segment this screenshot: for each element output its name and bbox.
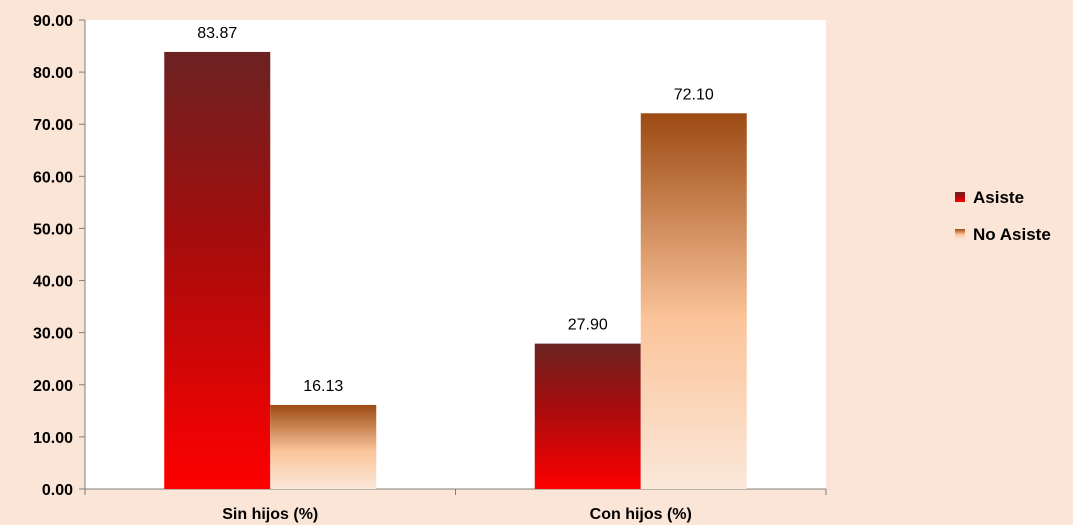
category-label: Con hijos (%) — [590, 506, 692, 523]
bar — [640, 113, 747, 489]
legend-swatch — [955, 229, 965, 239]
y-tick-label: 70.00 — [33, 117, 73, 134]
category-label: Sin hijos (%) — [222, 506, 318, 523]
y-tick-label: 20.00 — [33, 378, 73, 395]
legend-label: Asiste — [973, 188, 1024, 207]
bar — [270, 404, 377, 489]
bar — [164, 51, 271, 489]
y-tick-label: 10.00 — [33, 430, 73, 447]
legend-swatch — [955, 192, 965, 202]
y-tick-label: 30.00 — [33, 326, 73, 343]
y-tick-label: 40.00 — [33, 274, 73, 291]
y-tick-label: 50.00 — [33, 221, 73, 238]
y-axis: 0.00 10.00 20.00 30.00 40.00 50.00 60.00 70.00 8… — [33, 13, 86, 499]
bars: 83.87 16.13 27.90 72.10 — [164, 25, 747, 489]
y-tick-label: 80.00 — [33, 65, 73, 82]
data-label: 27.90 — [568, 317, 608, 334]
legend-label: No Asiste — [973, 225, 1051, 244]
legend: Asiste No Asiste — [955, 188, 1051, 244]
data-label: 16.13 — [303, 378, 343, 395]
data-label: 83.87 — [197, 25, 237, 42]
y-tick-label: 0.00 — [42, 482, 73, 499]
y-tick-label: 90.00 — [33, 13, 73, 30]
data-label: 72.10 — [674, 86, 714, 103]
y-tick-label: 60.00 — [33, 169, 73, 186]
x-axis: Sin hijos (%) Con hijos (%) — [84, 488, 827, 523]
bar — [534, 343, 641, 489]
